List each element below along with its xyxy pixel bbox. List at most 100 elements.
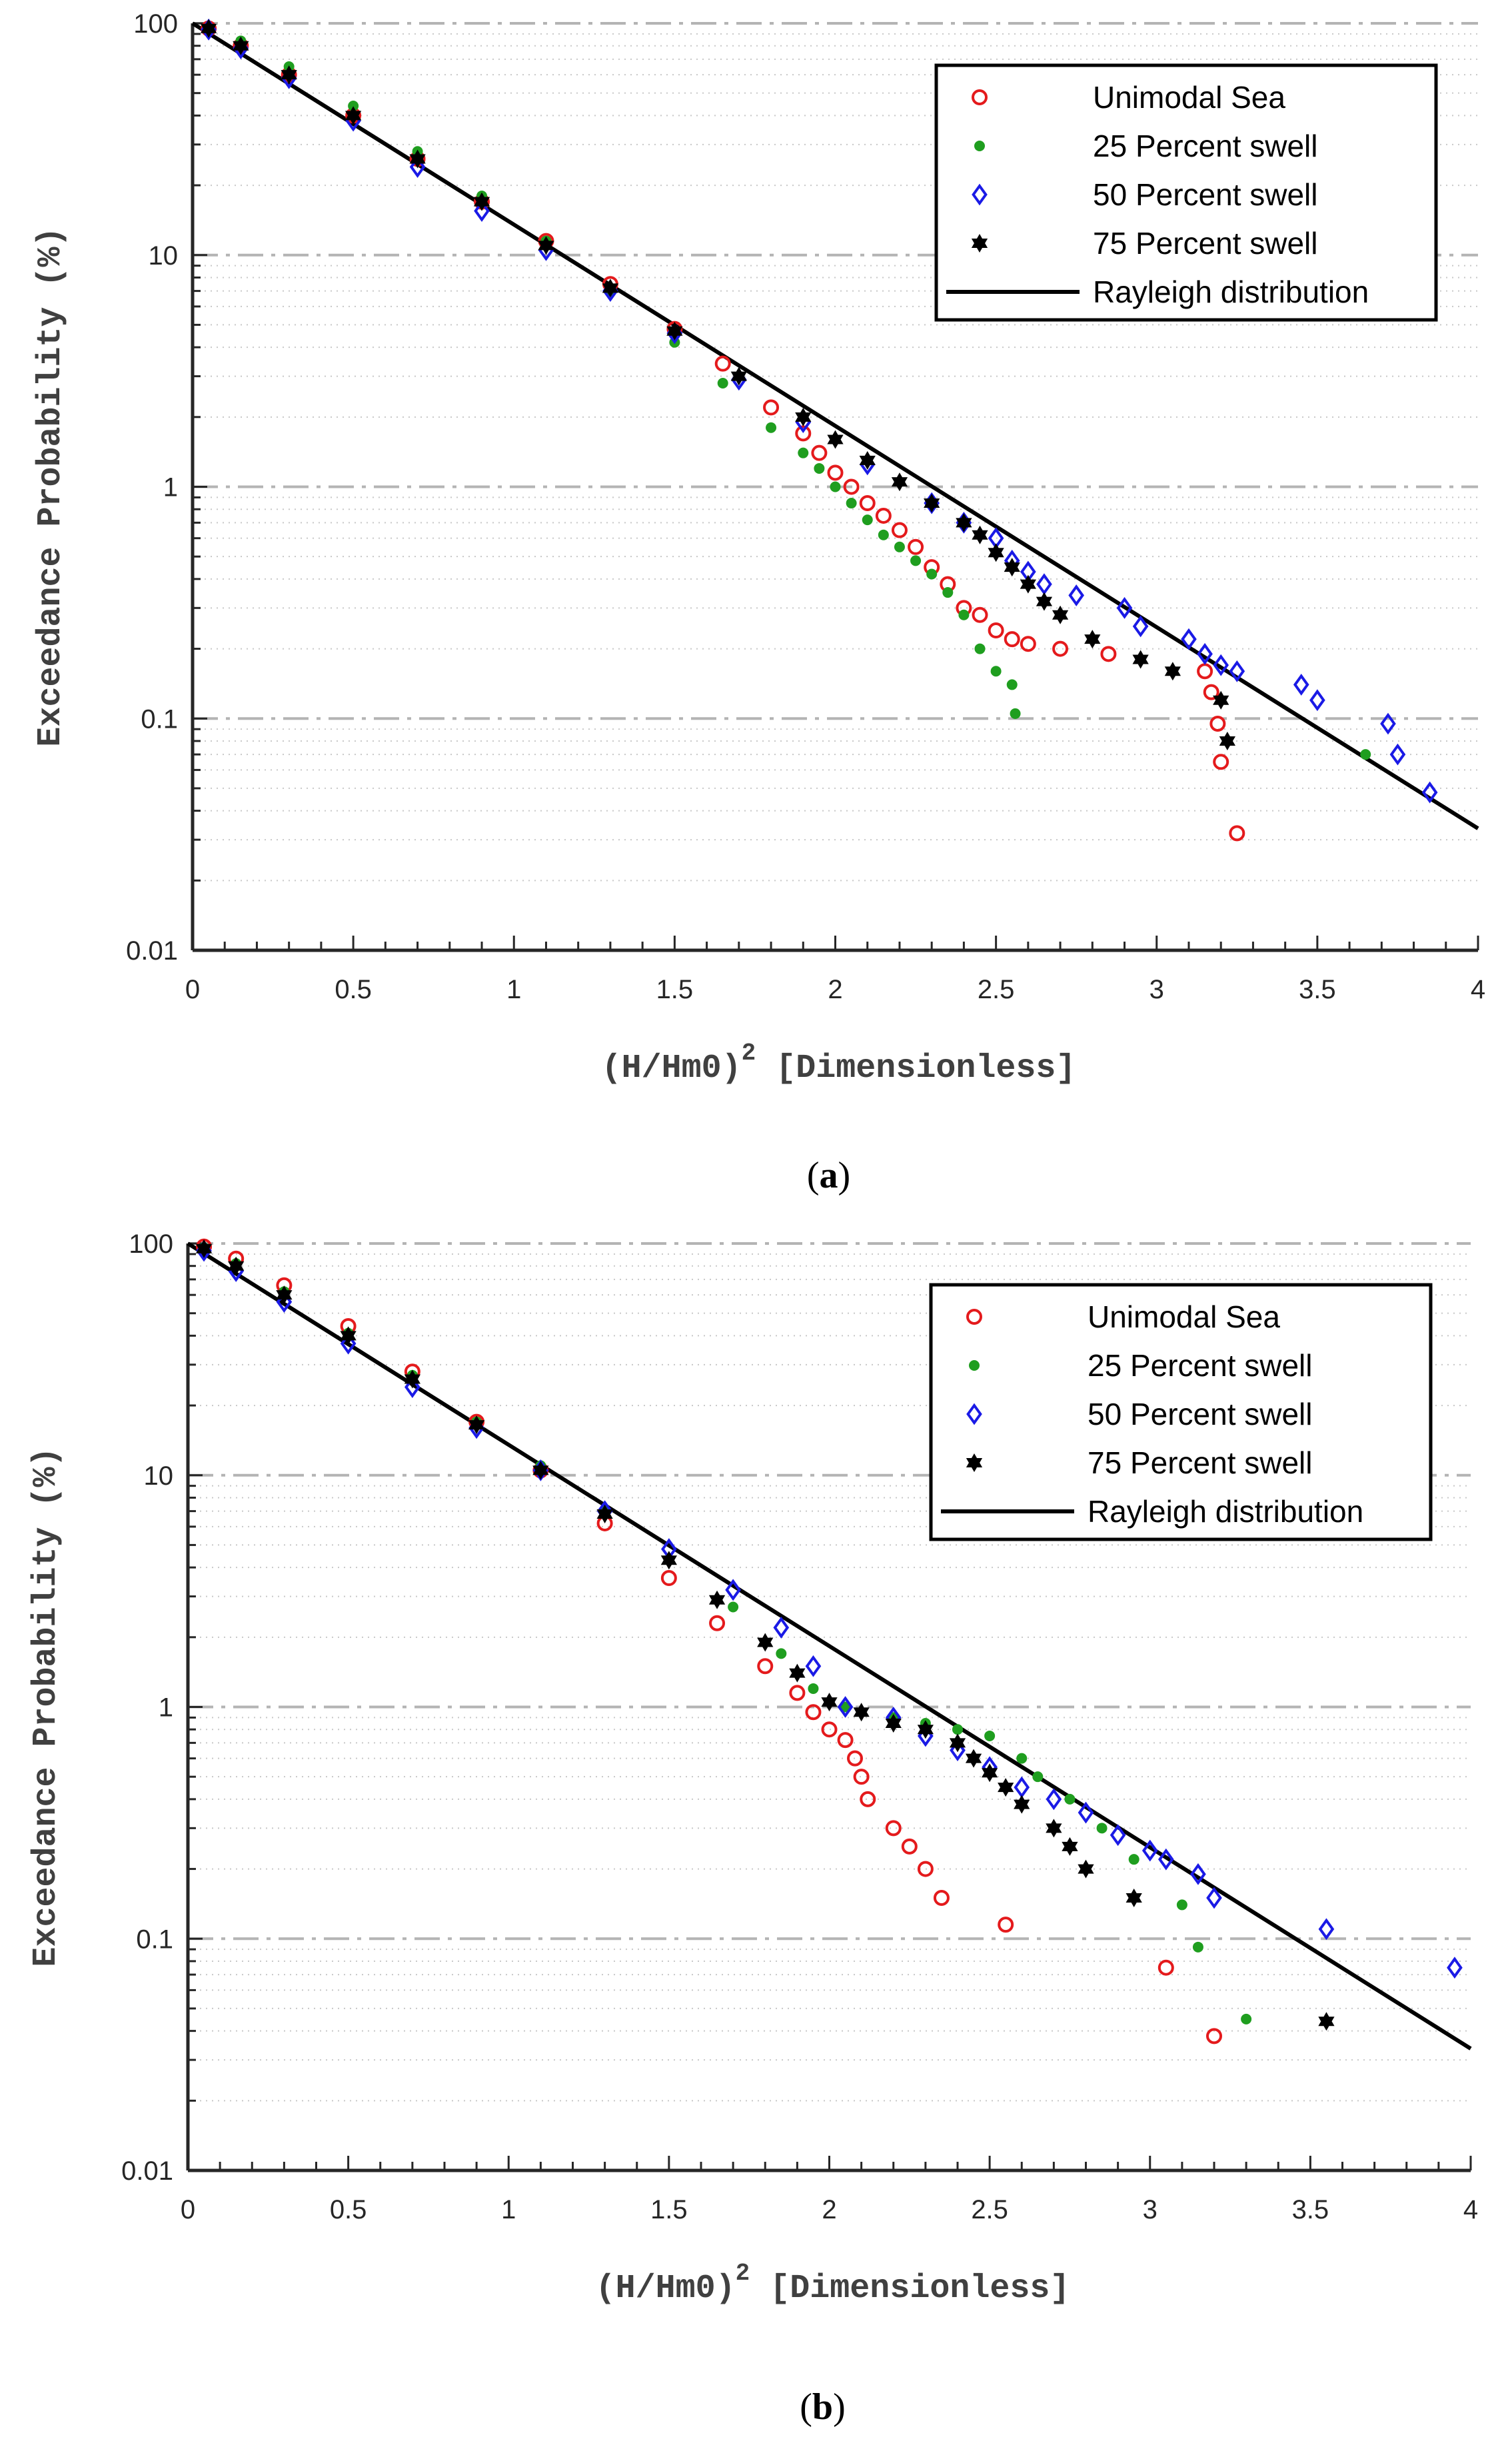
- data-point: [958, 609, 970, 620]
- data-point: [860, 1791, 876, 1807]
- data-point: [709, 1615, 726, 1631]
- data-point: [972, 606, 988, 623]
- x-axis-label: (H/Hm0)2 [Dimensionless]: [596, 2260, 1070, 2308]
- y-tick-label: 0.1: [136, 1925, 173, 1954]
- data-point: [859, 450, 876, 470]
- data-point: [233, 36, 249, 55]
- data-point: [1164, 662, 1181, 681]
- data-point: [901, 1838, 918, 1855]
- x-axis-label-base: (H/Hm0): [602, 1050, 742, 1088]
- rayleigh-line: [187, 1241, 1472, 2050]
- y-tick-label: 0.01: [121, 2156, 173, 2186]
- series-75-percent-swell: [200, 19, 1235, 750]
- data-point: [789, 1685, 806, 1701]
- data-point: [998, 1778, 1014, 1797]
- x-tick-label: 0: [185, 975, 200, 1004]
- data-point: [853, 1703, 870, 1722]
- data-point: [1014, 1795, 1030, 1814]
- data-point: [1181, 628, 1197, 650]
- x-tick-label: 1: [506, 975, 521, 1004]
- data-point: [596, 1504, 613, 1524]
- data-point: [1032, 1771, 1044, 1783]
- data-point: [853, 1769, 870, 1785]
- data-point: [1046, 1788, 1062, 1811]
- data-point: [1213, 754, 1229, 770]
- data-point: [348, 100, 359, 111]
- data-point: [532, 1461, 549, 1480]
- data-point: [1190, 1863, 1206, 1885]
- data-point: [917, 1861, 934, 1877]
- data-point: [1380, 712, 1396, 735]
- data-point: [404, 1376, 420, 1398]
- rayleigh-line: [191, 21, 1479, 830]
- data-point: [933, 1890, 950, 1907]
- data-point: [1052, 605, 1069, 624]
- data-point: [757, 1633, 774, 1652]
- data-point: [1036, 592, 1053, 611]
- data-point: [789, 1663, 806, 1683]
- data-point: [952, 1724, 963, 1735]
- data-point: [846, 498, 857, 509]
- data-point: [1064, 1793, 1076, 1805]
- data-point: [1197, 642, 1213, 665]
- data-point: [1062, 1837, 1078, 1856]
- data-point: [1176, 1899, 1187, 1911]
- y-tick-label: 100: [129, 1229, 173, 1259]
- data-point: [1229, 825, 1245, 842]
- x-tick-label: 2.5: [978, 975, 1015, 1004]
- panel-caption: (b): [800, 2386, 845, 2428]
- data-point: [821, 1721, 838, 1738]
- x-axis-label-suffix: [Dimensionless]: [756, 1050, 1076, 1088]
- data-point: [859, 495, 876, 512]
- x-tick-label: 4: [1463, 2195, 1478, 2224]
- data-point: [814, 462, 825, 474]
- data-point: [281, 65, 297, 85]
- data-point: [830, 481, 841, 492]
- x-tick-label: 1.5: [650, 2195, 688, 2224]
- data-point: [1020, 574, 1036, 594]
- panel-caption-close: ): [838, 1155, 851, 1196]
- x-axis-label-suffix: [Dimensionless]: [750, 2270, 1070, 2308]
- data-point: [340, 1332, 357, 1355]
- data-point: [878, 529, 889, 540]
- panel-caption-letter: b: [812, 2386, 833, 2428]
- x-tick-label: 4: [1471, 975, 1485, 1004]
- legend-box: [929, 1283, 1433, 1541]
- y-tick-label: 1: [163, 473, 178, 502]
- data-point: [340, 1326, 357, 1345]
- data-point: [730, 367, 747, 386]
- data-point: [763, 399, 780, 416]
- data-point: [965, 1749, 982, 1768]
- data-point: [1126, 1889, 1142, 1908]
- legend-marker: [974, 141, 985, 151]
- data-point: [840, 1701, 851, 1713]
- legend-label: 75 Percent swell: [1088, 1445, 1313, 1480]
- data-point: [1309, 689, 1325, 712]
- data-point: [345, 106, 362, 125]
- x-axis-label: (H/Hm0)2 [Dimensionless]: [602, 1040, 1076, 1088]
- x-axis-label-exponent: 2: [736, 2260, 750, 2287]
- data-point: [1078, 1859, 1094, 1879]
- data-point: [885, 1820, 902, 1837]
- data-point: [1219, 731, 1235, 750]
- data-point: [1241, 2013, 1252, 2025]
- data-point: [1206, 2028, 1222, 2044]
- data-point: [891, 522, 908, 538]
- data-point: [1068, 584, 1085, 606]
- data-point: [956, 513, 972, 532]
- data-point: [917, 1720, 934, 1739]
- legend-box: [934, 63, 1438, 322]
- data-point: [885, 1714, 902, 1733]
- legend-label: 75 Percent swell: [1093, 226, 1318, 261]
- legend-label: 50 Percent swell: [1088, 1397, 1313, 1431]
- data-point: [862, 514, 873, 526]
- x-tick-label: 3.5: [1292, 2195, 1329, 2224]
- data-point: [847, 1750, 863, 1767]
- data-point: [827, 464, 844, 481]
- data-point: [1293, 674, 1309, 696]
- x-tick-label: 2: [822, 2195, 836, 2224]
- legend-marker: [972, 89, 988, 105]
- data-point: [276, 1285, 293, 1305]
